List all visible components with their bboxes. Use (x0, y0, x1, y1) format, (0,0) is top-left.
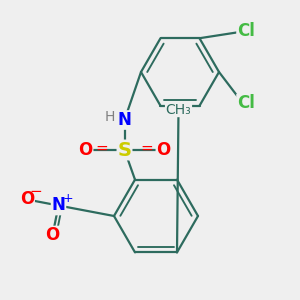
Text: Cl: Cl (237, 94, 255, 112)
Text: Cl: Cl (237, 22, 255, 40)
Text: O: O (156, 141, 171, 159)
Text: +: + (62, 191, 73, 205)
Text: N: N (118, 111, 131, 129)
Text: H: H (104, 110, 115, 124)
Text: O: O (78, 141, 93, 159)
Text: =: = (141, 141, 153, 156)
Text: =: = (96, 141, 108, 156)
Text: S: S (118, 140, 131, 160)
Text: O: O (45, 226, 60, 244)
Text: N: N (52, 196, 65, 214)
Text: −: − (30, 184, 42, 200)
Text: O: O (20, 190, 34, 208)
Text: CH₃: CH₃ (166, 103, 191, 116)
